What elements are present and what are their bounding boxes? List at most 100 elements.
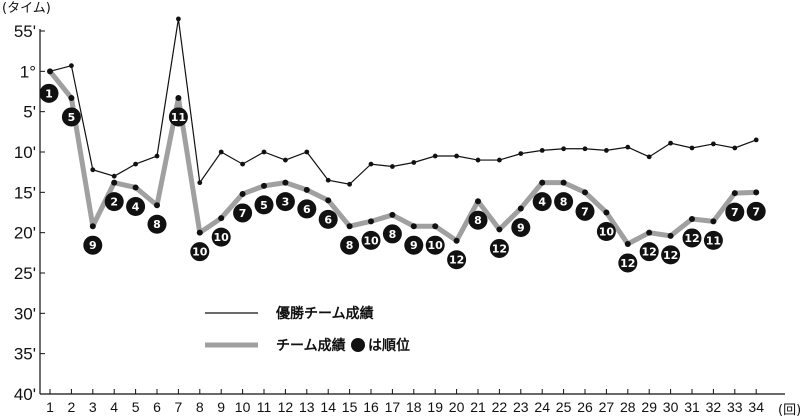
rank-label: 6 xyxy=(303,203,311,216)
winner-point xyxy=(390,164,395,169)
team-point xyxy=(239,190,246,197)
rank-label: 9 xyxy=(517,221,525,234)
rank-badge xyxy=(254,195,274,215)
winner-point xyxy=(154,153,160,159)
rank-badge xyxy=(190,242,210,262)
rank-badge xyxy=(554,192,574,212)
winner-point xyxy=(176,16,181,22)
team-point xyxy=(154,202,160,209)
rank-badge xyxy=(489,238,509,258)
team-point xyxy=(132,184,139,191)
x-tick-label: 8 xyxy=(196,399,204,415)
rank-label: 12 xyxy=(642,246,657,259)
x-tick-label: 17 xyxy=(385,399,401,415)
winner-point xyxy=(347,181,352,187)
winner-point xyxy=(711,141,716,147)
team-point xyxy=(303,186,310,193)
team-point xyxy=(667,232,674,239)
rank-label: 8 xyxy=(389,228,397,241)
rank-badge xyxy=(682,228,702,248)
rank-badge xyxy=(746,201,766,221)
y-tick-label: 15' xyxy=(14,183,36,202)
rank-label: 4 xyxy=(132,200,140,213)
rank-label: 12 xyxy=(620,257,635,270)
winner-point xyxy=(133,161,139,167)
x-tick-label: 29 xyxy=(641,399,657,415)
team-point xyxy=(111,179,118,186)
rank-label: 8 xyxy=(560,196,568,209)
x-tick-label: 22 xyxy=(492,399,508,415)
rank-label: 11 xyxy=(171,111,186,124)
y-tick-label: 30' xyxy=(14,304,36,323)
legend-label-rank: は順位 xyxy=(368,337,410,354)
rank-badge xyxy=(404,235,424,255)
team-point xyxy=(89,223,96,230)
rank-label: 8 xyxy=(153,218,161,231)
x-tick-label: 19 xyxy=(427,399,443,415)
winner-point xyxy=(304,149,310,155)
team-point xyxy=(624,240,631,247)
rank-label: 2 xyxy=(110,196,118,209)
winner-point xyxy=(454,153,459,159)
team-point xyxy=(539,179,546,186)
winner-point xyxy=(69,63,74,69)
x-tick-label: 7 xyxy=(175,399,183,415)
series-winner xyxy=(47,16,759,187)
rank-label: 10 xyxy=(192,246,208,259)
x-ticks: 1 2 3 4 5 6 7 8 9 10 11 12 13 14 15 16 17 18 19 20 21 22 23 24 2… xyxy=(46,389,764,415)
x-tick-label: 2 xyxy=(68,399,76,415)
winner-point xyxy=(432,153,438,159)
rank-label: 12 xyxy=(684,232,699,245)
rank-badge xyxy=(147,214,167,234)
team-point xyxy=(646,229,653,236)
rank-badge xyxy=(703,230,723,250)
rank-label: 12 xyxy=(449,254,464,267)
rank-label: 10 xyxy=(363,234,379,247)
team-point xyxy=(282,179,289,186)
rank-label: 4 xyxy=(538,196,546,209)
x-tick-label: 28 xyxy=(620,399,636,415)
rank-badge xyxy=(725,202,745,222)
winner-point xyxy=(518,151,524,157)
rank-label: 5 xyxy=(260,199,268,212)
rank-badge xyxy=(61,107,81,127)
winner-point xyxy=(261,149,267,155)
axes xyxy=(39,29,785,395)
x-axis-label: (回) xyxy=(778,403,800,417)
x-tick-label: 1 xyxy=(46,399,54,415)
x-tick-label: 3 xyxy=(89,399,97,415)
x-tick-label: 14 xyxy=(320,399,336,415)
x-tick-label: 9 xyxy=(217,399,225,415)
y-axis-label: (タイム) xyxy=(2,1,51,16)
team-point xyxy=(196,229,203,236)
rank-badge xyxy=(211,227,231,247)
rank-badge xyxy=(318,209,338,229)
team-point xyxy=(475,198,481,205)
x-tick-label: 24 xyxy=(534,399,550,415)
rank-badge xyxy=(83,235,103,255)
rank-badge xyxy=(639,242,659,262)
winner-point xyxy=(668,140,673,146)
y-tick-label: 35' xyxy=(14,345,36,364)
rank-badge xyxy=(575,201,595,221)
winner-point xyxy=(283,157,288,163)
rank-badge xyxy=(468,210,488,230)
winner-point xyxy=(325,177,331,183)
team-point xyxy=(175,94,182,101)
x-tick-label: 21 xyxy=(470,399,486,415)
y-tick-label: 40' xyxy=(14,385,36,404)
team-point xyxy=(410,223,417,230)
rank-badge xyxy=(425,235,445,255)
x-tick-label: 12 xyxy=(278,399,294,415)
team-point xyxy=(218,215,225,222)
rank-badge xyxy=(233,203,253,223)
team-point xyxy=(603,209,610,216)
rank-label: 9 xyxy=(410,239,418,252)
team-point xyxy=(689,215,695,222)
rank-label: 10 xyxy=(214,231,230,244)
team-point xyxy=(582,189,588,196)
x-tick-label: 6 xyxy=(153,399,161,415)
rank-badge xyxy=(361,230,381,250)
team-point xyxy=(47,68,53,75)
